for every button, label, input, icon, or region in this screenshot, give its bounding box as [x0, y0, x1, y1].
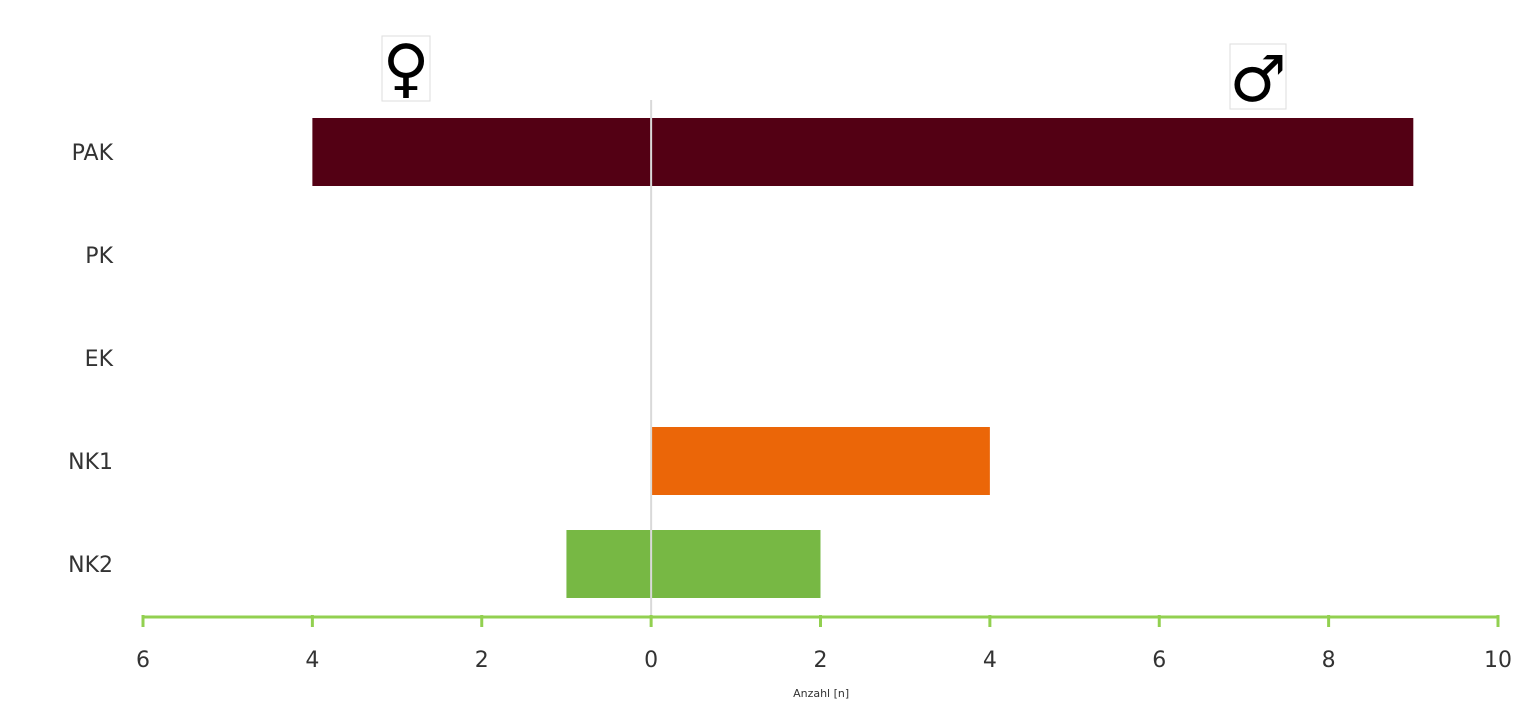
- bar-male-nk1: [651, 427, 990, 495]
- bar-male-pak: [651, 118, 1414, 186]
- category-label: PAK: [72, 141, 114, 166]
- bars-group: [312, 118, 1414, 598]
- bar-female-nk2: [566, 530, 652, 598]
- female-symbol-legend: ♀: [381, 32, 431, 106]
- female-symbol-icon: ♀: [383, 32, 430, 106]
- x-tick-label: 4: [305, 648, 319, 673]
- x-tick-label: 6: [136, 648, 150, 673]
- x-tick-label: 6: [1152, 648, 1166, 673]
- x-tick-label: 4: [983, 648, 997, 673]
- male-symbol-legend: ♂: [1229, 43, 1286, 117]
- x-tick-label: 8: [1322, 648, 1336, 673]
- bar-female-pak: [312, 118, 652, 186]
- male-symbol-icon: ♂: [1229, 43, 1286, 117]
- category-label: EK: [85, 347, 114, 372]
- x-axis: 6 4 2 0 2 4 6 8 10: [136, 615, 1512, 673]
- x-tick-label: 2: [475, 648, 489, 673]
- category-label: NK2: [68, 553, 113, 578]
- x-tick-label: 2: [814, 648, 828, 673]
- category-labels: PAK PK EK NK1 NK2: [68, 141, 113, 578]
- bar-male-nk2: [651, 530, 821, 598]
- x-tick-label: 0: [644, 648, 658, 673]
- x-axis-title: Anzahl [n]: [793, 687, 849, 700]
- category-label: NK1: [68, 450, 113, 475]
- category-label: PK: [85, 244, 113, 269]
- x-tick-label: 10: [1484, 648, 1512, 673]
